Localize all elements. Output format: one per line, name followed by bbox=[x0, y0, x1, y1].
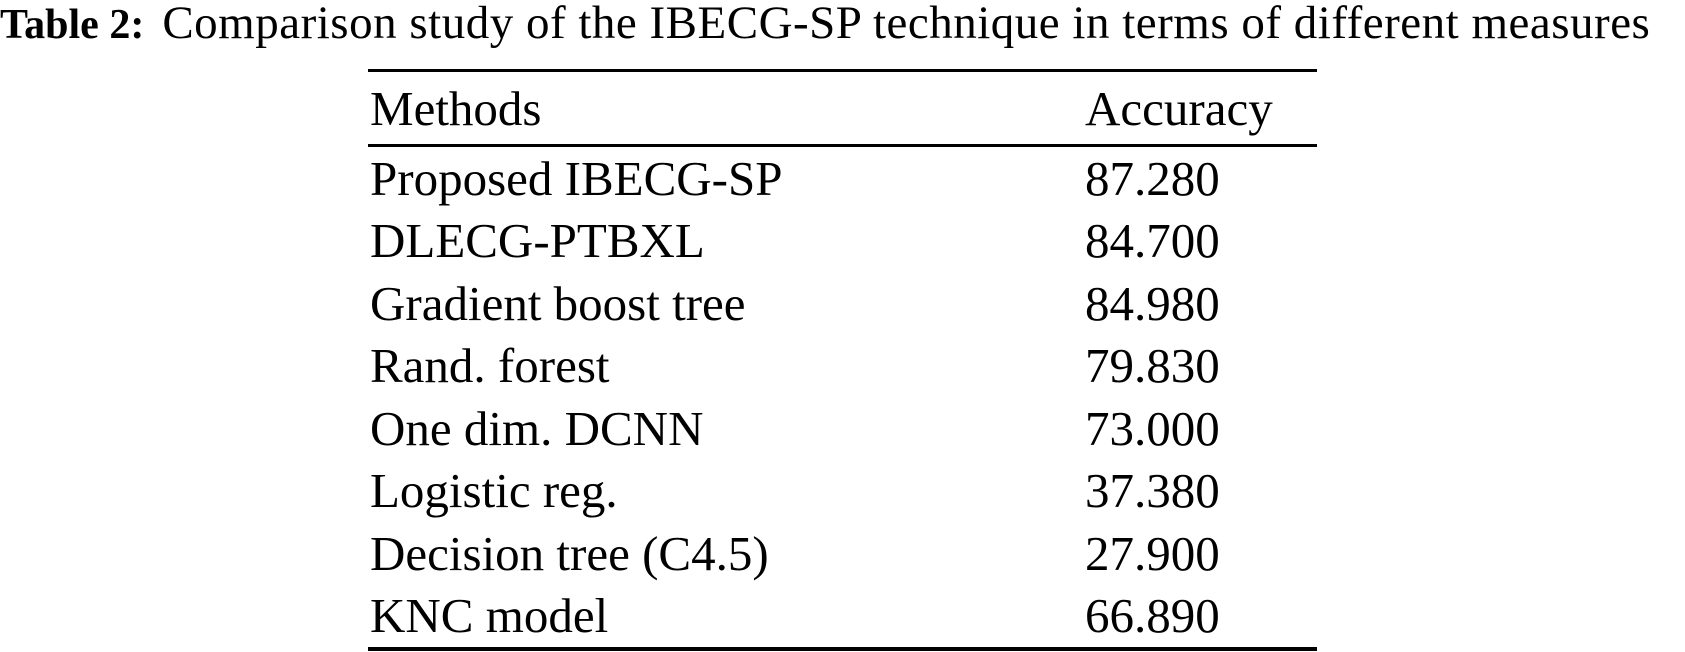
table-row: Rand. forest 79.830 bbox=[368, 335, 1317, 398]
accuracy-cell: 87.280 bbox=[1085, 150, 1220, 206]
table-row: Decision tree (C4.5) 27.900 bbox=[368, 522, 1317, 585]
accuracy-cell: 37.380 bbox=[1085, 463, 1220, 519]
accuracy-cell: 84.700 bbox=[1085, 213, 1220, 269]
table-row: One dim. DCNN 73.000 bbox=[368, 397, 1317, 460]
method-cell: Logistic reg. bbox=[370, 463, 618, 519]
column-header-accuracy: Accuracy bbox=[1085, 80, 1273, 136]
method-cell: Gradient boost tree bbox=[370, 275, 746, 331]
accuracy-cell: 73.000 bbox=[1085, 400, 1220, 456]
accuracy-cell: 79.830 bbox=[1085, 338, 1220, 394]
accuracy-cell: 66.890 bbox=[1085, 588, 1220, 644]
table-row: Logistic reg. 37.380 bbox=[368, 460, 1317, 523]
accuracy-cell: 84.980 bbox=[1085, 275, 1220, 331]
table-row: DLECG-PTBXL 84.700 bbox=[368, 210, 1317, 273]
method-cell: KNC model bbox=[370, 588, 609, 644]
table-header-row: Methods Accuracy bbox=[368, 72, 1317, 147]
table-row: Gradient boost tree 84.980 bbox=[368, 272, 1317, 335]
accuracy-cell: 27.900 bbox=[1085, 525, 1220, 581]
method-cell: Decision tree (C4.5) bbox=[370, 525, 769, 581]
table-row: KNC model 66.890 bbox=[368, 585, 1317, 648]
table-row: Proposed IBECG-SP 87.280 bbox=[368, 147, 1317, 210]
method-cell: Rand. forest bbox=[370, 338, 610, 394]
table-caption-text: Comparison study of the IBECG-SP techniq… bbox=[162, 0, 1651, 49]
table-caption: Table 2: Comparison study of the IBECG-SP… bbox=[0, 0, 1650, 51]
column-header-methods: Methods bbox=[370, 80, 542, 136]
comparison-table: Methods Accuracy Proposed IBECG-SP 87.28… bbox=[368, 69, 1317, 651]
method-cell: Proposed IBECG-SP bbox=[370, 150, 783, 206]
method-cell: One dim. DCNN bbox=[370, 400, 704, 456]
table-caption-label: Table 2: bbox=[0, 2, 145, 48]
method-cell: DLECG-PTBXL bbox=[370, 213, 705, 269]
